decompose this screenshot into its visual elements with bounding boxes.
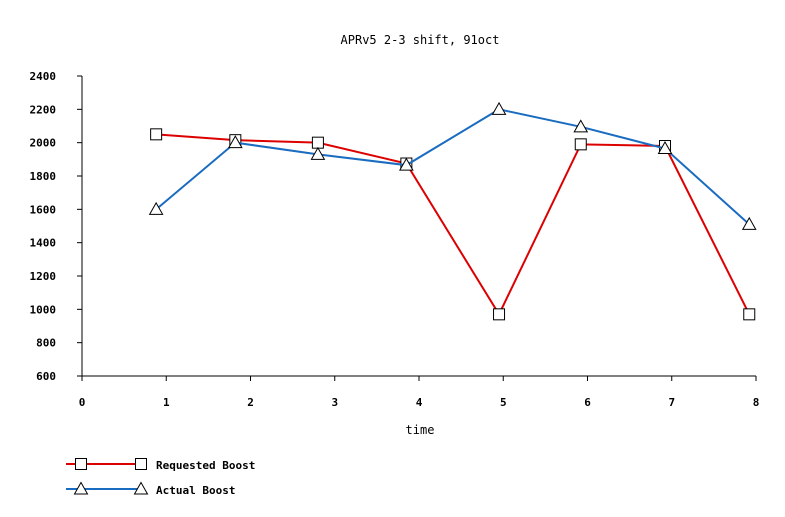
x-tick-label: 1 bbox=[163, 396, 170, 409]
legend-item: Actual Boost bbox=[66, 481, 235, 497]
data-point bbox=[399, 157, 414, 171]
legend-marker bbox=[73, 481, 89, 495]
x-tick-label: 2 bbox=[247, 396, 254, 409]
x-axis-label: time bbox=[406, 423, 435, 437]
x-tick-label: 7 bbox=[668, 396, 675, 409]
data-point bbox=[150, 128, 163, 141]
legend-label: Actual Boost bbox=[156, 484, 235, 497]
data-point bbox=[311, 136, 324, 149]
data-point bbox=[491, 101, 507, 115]
x-tick-label: 0 bbox=[79, 396, 86, 409]
x-axis-ticks: 0 1 2 3 4 5 6 7 8 bbox=[79, 376, 760, 409]
x-tick-label: 3 bbox=[331, 396, 338, 409]
data-point bbox=[743, 308, 756, 321]
y-axis-ticks: 600 800 1000 1200 1400 1600 1800 2000 2200 2400 bbox=[30, 70, 82, 383]
chart-title: APRv5 2-3 shift, 91oct bbox=[341, 33, 500, 47]
legend-marker bbox=[133, 481, 149, 495]
data-point bbox=[493, 308, 506, 321]
data-point bbox=[741, 216, 757, 230]
y-tick-label: 2400 bbox=[30, 70, 57, 83]
y-tick-label: 1200 bbox=[30, 270, 57, 283]
data-point bbox=[573, 119, 589, 133]
x-tick-label: 6 bbox=[584, 396, 591, 409]
axes bbox=[81, 76, 756, 377]
y-tick-label: 1600 bbox=[30, 203, 57, 216]
x-tick-label: 5 bbox=[500, 396, 507, 409]
legend-label: Requested Boost bbox=[156, 459, 255, 472]
y-tick-label: 800 bbox=[36, 337, 56, 350]
y-tick-label: 1000 bbox=[30, 303, 57, 316]
data-point bbox=[657, 140, 673, 154]
legend-item: Requested Boost bbox=[66, 458, 255, 472]
series-triangle bbox=[148, 101, 757, 230]
y-tick-label: 1800 bbox=[30, 170, 57, 183]
data-point bbox=[310, 146, 326, 160]
legend-marker bbox=[135, 458, 147, 470]
series-line bbox=[156, 133, 751, 317]
series-line bbox=[155, 108, 750, 226]
x-tick-label: 8 bbox=[753, 396, 760, 409]
data-point bbox=[148, 201, 164, 215]
y-tick-label: 2200 bbox=[30, 103, 57, 116]
series-square bbox=[150, 128, 756, 321]
x-tick-label: 4 bbox=[416, 396, 423, 409]
legend: Requested Boost Actual Boost bbox=[66, 458, 255, 497]
series-group bbox=[148, 101, 757, 321]
y-tick-label: 2000 bbox=[30, 137, 57, 150]
data-point bbox=[227, 135, 243, 149]
y-tick-label: 1400 bbox=[30, 237, 57, 250]
data-point bbox=[574, 138, 587, 151]
y-tick-label: 600 bbox=[36, 370, 56, 383]
legend-marker bbox=[75, 458, 87, 470]
